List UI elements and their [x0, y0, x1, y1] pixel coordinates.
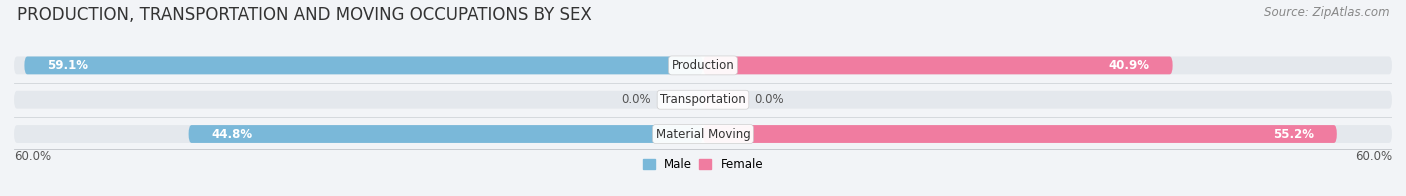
FancyBboxPatch shape	[14, 125, 1392, 143]
FancyBboxPatch shape	[703, 56, 1173, 74]
Text: 40.9%: 40.9%	[1109, 59, 1150, 72]
FancyBboxPatch shape	[24, 56, 703, 74]
Text: Source: ZipAtlas.com: Source: ZipAtlas.com	[1264, 6, 1389, 19]
Text: Material Moving: Material Moving	[655, 128, 751, 141]
Text: 55.2%: 55.2%	[1272, 128, 1313, 141]
FancyBboxPatch shape	[657, 91, 703, 109]
FancyBboxPatch shape	[14, 91, 1392, 109]
Legend: Male, Female: Male, Female	[643, 158, 763, 171]
Text: 59.1%: 59.1%	[48, 59, 89, 72]
Text: Transportation: Transportation	[661, 93, 745, 106]
Text: PRODUCTION, TRANSPORTATION AND MOVING OCCUPATIONS BY SEX: PRODUCTION, TRANSPORTATION AND MOVING OC…	[17, 6, 592, 24]
Text: Production: Production	[672, 59, 734, 72]
Text: 60.0%: 60.0%	[14, 151, 51, 163]
Text: 60.0%: 60.0%	[1355, 151, 1392, 163]
Text: 0.0%: 0.0%	[755, 93, 785, 106]
FancyBboxPatch shape	[703, 91, 749, 109]
FancyBboxPatch shape	[188, 125, 703, 143]
FancyBboxPatch shape	[703, 125, 1337, 143]
Text: 44.8%: 44.8%	[211, 128, 253, 141]
FancyBboxPatch shape	[14, 56, 1392, 74]
Text: 0.0%: 0.0%	[621, 93, 651, 106]
